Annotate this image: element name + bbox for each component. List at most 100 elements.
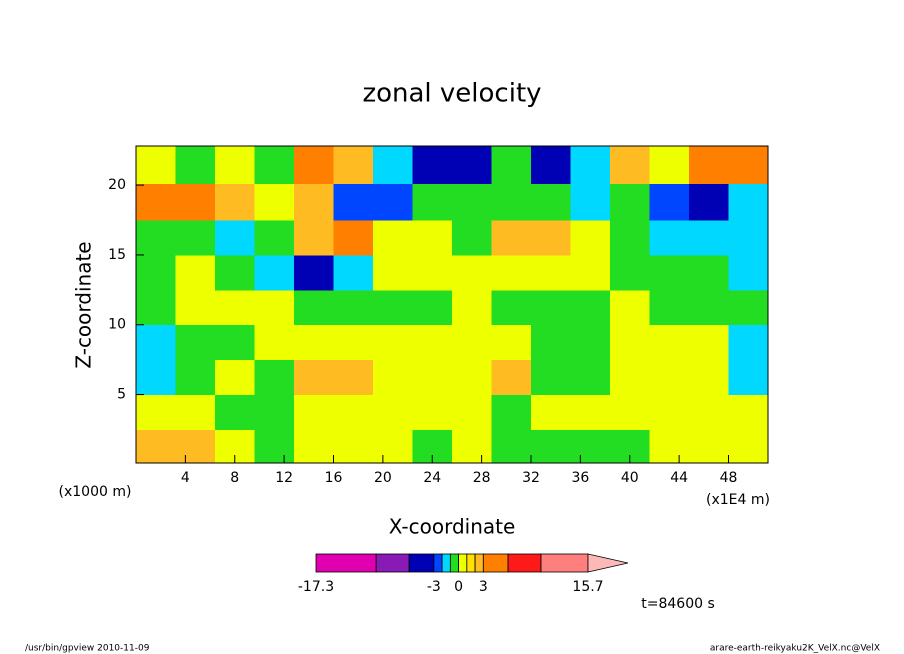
field-cell — [333, 220, 374, 256]
field-cell — [215, 289, 255, 326]
y-tick-label: 15 — [108, 247, 126, 263]
field-cell — [215, 220, 255, 256]
x-tick-label: 32 — [522, 470, 540, 486]
x-tick-label: 12 — [275, 470, 293, 486]
field-cell — [333, 183, 374, 221]
field-cell — [689, 429, 729, 464]
field-cell — [254, 254, 295, 291]
field-cell — [136, 394, 176, 430]
field-cell — [136, 220, 176, 256]
field-cell — [610, 146, 650, 184]
x-tick-label: 4 — [181, 470, 190, 486]
field-cell — [254, 429, 295, 464]
field-cell — [610, 359, 650, 396]
field-cell — [570, 429, 611, 464]
field-cell — [728, 289, 769, 326]
field-cell — [689, 254, 729, 291]
field-cell — [136, 289, 176, 326]
field-cell — [689, 324, 729, 361]
field-cell — [531, 324, 571, 361]
y-tick-label: 5 — [117, 387, 126, 403]
field-cell — [373, 146, 413, 184]
field-cell — [570, 146, 611, 184]
field-cell — [294, 289, 334, 326]
field-cell — [570, 183, 611, 221]
field-cell — [452, 183, 492, 221]
field-cell — [333, 324, 374, 361]
x-tick-label: 8 — [230, 470, 239, 486]
field-cell — [728, 183, 769, 221]
field-cell — [689, 183, 729, 221]
colorbar-segment — [466, 553, 476, 573]
footer-right: arare-earth-reikyaku2K_VelX.nc@VelX — [710, 644, 880, 654]
field-cell — [412, 254, 453, 291]
field-cell — [373, 394, 413, 430]
field-cell — [689, 220, 729, 256]
field-cell — [452, 254, 492, 291]
field-cell — [491, 359, 532, 396]
field-cell — [373, 324, 413, 361]
field-cell — [333, 146, 374, 184]
field-cell — [136, 146, 176, 184]
field-cell — [649, 394, 690, 430]
field-cell — [333, 289, 374, 326]
field-cell — [294, 183, 334, 221]
field-cell — [412, 394, 453, 430]
field-cell — [412, 146, 453, 184]
y-tick-label: 10 — [108, 317, 126, 333]
field-cell — [531, 146, 571, 184]
field-cell — [491, 394, 532, 430]
x-tick-label: 44 — [670, 470, 688, 486]
colorbar-segment — [433, 553, 443, 573]
field-cell — [728, 359, 769, 396]
x-tick-label: 36 — [571, 470, 589, 486]
field-cell — [294, 324, 334, 361]
field-cell — [215, 183, 255, 221]
colorbar-overflow — [587, 553, 629, 573]
field-cell — [728, 146, 769, 184]
field-cell — [175, 254, 216, 291]
field-cell — [689, 146, 729, 184]
field-cell — [333, 359, 374, 396]
field-cell — [610, 289, 650, 326]
field-cell — [373, 183, 413, 221]
y-unit: (x1000 m) — [59, 484, 132, 500]
colorbar-tick-label: 15.7 — [572, 579, 603, 595]
field-cell — [649, 220, 690, 256]
field-cell — [491, 429, 532, 464]
field-cell — [610, 394, 650, 430]
field-cell — [570, 324, 611, 361]
field-cell — [452, 429, 492, 464]
field-cell — [491, 324, 532, 361]
field-cell — [689, 394, 729, 430]
field-cell — [215, 324, 255, 361]
field-cell — [215, 146, 255, 184]
field-cell — [412, 359, 453, 396]
x-axis-label: X-coordinate — [389, 515, 516, 539]
field-cell — [373, 429, 413, 464]
field-cell — [294, 394, 334, 430]
y-axis-label: Z-coordinate — [72, 241, 96, 368]
field-cell — [728, 394, 769, 430]
field-cell — [175, 429, 216, 464]
field-cell — [175, 146, 216, 184]
field-cell — [254, 183, 295, 221]
field-cell — [452, 359, 492, 396]
x-tick-label: 48 — [720, 470, 738, 486]
field-cell — [610, 254, 650, 291]
field-cell — [294, 220, 334, 256]
field-cell — [610, 183, 650, 221]
colorbar-segment — [458, 553, 468, 573]
x-tick-label: 24 — [423, 470, 441, 486]
field-cell — [136, 254, 176, 291]
field-cell — [254, 359, 295, 396]
x-tick-label: 20 — [374, 470, 392, 486]
colorbar-segment — [507, 553, 542, 573]
field-cell — [412, 220, 453, 256]
field-cell — [175, 359, 216, 396]
field-cell — [531, 359, 571, 396]
colorbar-tick-label: -17.3 — [298, 579, 334, 595]
field-cell — [175, 289, 216, 326]
